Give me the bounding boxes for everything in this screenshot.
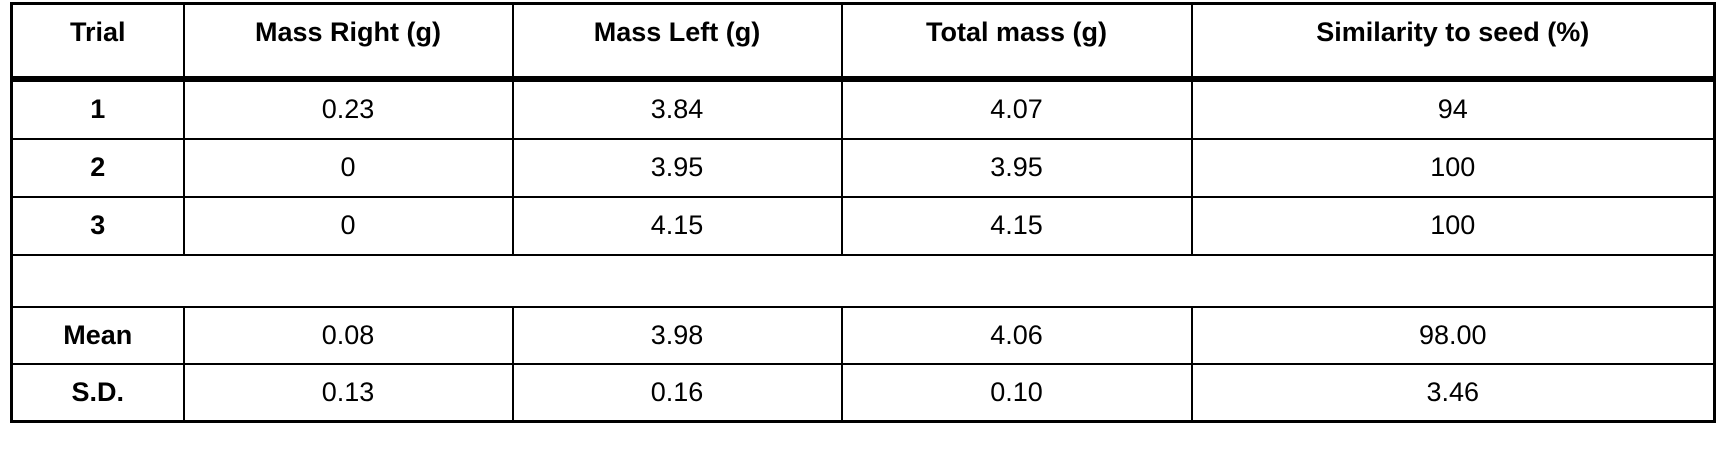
mass-left-cell: 3.84	[511, 78, 843, 140]
total-mass-cell: 4.07	[840, 78, 1193, 140]
similarity-cell: 100	[1190, 196, 1716, 256]
results-table: Trial Mass Right (g) Mass Left (g) Total…	[10, 2, 1716, 423]
table-row: 2 0 3.95 3.95 100	[10, 138, 1716, 198]
total-mass-cell: 0.10	[840, 363, 1193, 423]
mass-left-cell: 3.98	[511, 306, 843, 365]
header-trial: Trial	[10, 2, 185, 82]
header-row: Trial Mass Right (g) Mass Left (g) Total…	[10, 2, 1716, 82]
total-mass-cell: 3.95	[840, 138, 1193, 198]
mass-right-cell: 0	[182, 138, 514, 198]
table-header: Trial Mass Right (g) Mass Left (g) Total…	[10, 2, 1716, 82]
similarity-cell: 94	[1190, 78, 1716, 140]
mass-left-cell: 4.15	[511, 196, 843, 256]
mass-right-cell: 0.13	[182, 363, 514, 423]
header-similarity: Similarity to seed (%)	[1190, 2, 1716, 82]
similarity-cell: 100	[1190, 138, 1716, 198]
empty-cell	[10, 254, 1716, 308]
header-mass-right: Mass Right (g)	[182, 2, 514, 82]
empty-row	[10, 254, 1716, 308]
trial-cell: 1	[10, 78, 185, 140]
similarity-cell: 98.00	[1190, 306, 1716, 365]
mass-left-cell: 3.95	[511, 138, 843, 198]
mass-left-cell: 0.16	[511, 363, 843, 423]
header-mass-left: Mass Left (g)	[511, 2, 843, 82]
total-mass-cell: 4.15	[840, 196, 1193, 256]
similarity-cell: 3.46	[1190, 363, 1716, 423]
trial-cell: 2	[10, 138, 185, 198]
table-row: 3 0 4.15 4.15 100	[10, 196, 1716, 256]
table-row: 1 0.23 3.84 4.07 94	[10, 78, 1716, 140]
stat-label-cell: S.D.	[10, 363, 185, 423]
mass-right-cell: 0.08	[182, 306, 514, 365]
table-body: 1 0.23 3.84 4.07 94 2 0 3.95 3.95 100 3 …	[10, 78, 1716, 423]
stat-label-cell: Mean	[10, 306, 185, 365]
total-mass-cell: 4.06	[840, 306, 1193, 365]
trial-cell: 3	[10, 196, 185, 256]
stat-row-mean: Mean 0.08 3.98 4.06 98.00	[10, 306, 1716, 365]
mass-right-cell: 0.23	[182, 78, 514, 140]
mass-right-cell: 0	[182, 196, 514, 256]
header-total-mass: Total mass (g)	[840, 2, 1193, 82]
stat-row-sd: S.D. 0.13 0.16 0.10 3.46	[10, 363, 1716, 423]
